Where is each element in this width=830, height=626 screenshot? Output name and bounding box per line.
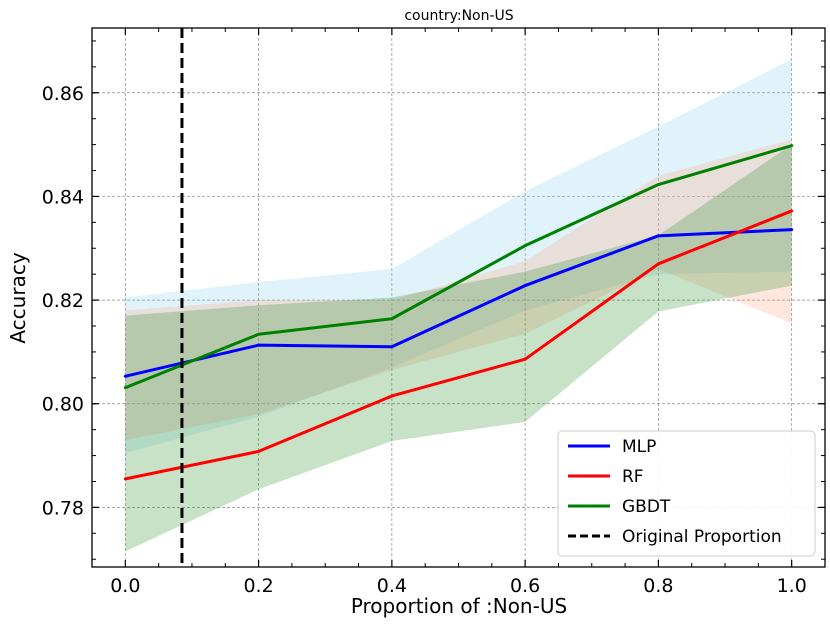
legend-label-gbdt: GBDT <box>622 497 671 517</box>
data-point-rf-1 <box>257 449 261 453</box>
x-tick-label-5: 1.0 <box>777 575 807 597</box>
x-axis-label: Proportion of :Non-US <box>351 594 567 618</box>
series-line-mlp <box>124 228 792 378</box>
y-axis-label: Accuracy <box>6 252 30 343</box>
data-point-gbdt-2 <box>390 317 394 321</box>
data-point-gbdt-0 <box>123 386 127 390</box>
data-point-mlp-1 <box>257 343 261 347</box>
x-tick-label-1: 0.2 <box>243 575 273 597</box>
legend-label-mlp: MLP <box>622 437 656 457</box>
y-tick-label-1: 0.80 <box>42 394 84 416</box>
series-line-rf <box>125 209 793 481</box>
series-line-gbdt <box>124 144 793 390</box>
data-point-rf-4 <box>656 262 660 266</box>
data-point-mlp-4 <box>656 234 660 238</box>
y-tick-label-4: 0.86 <box>42 83 84 105</box>
x-tick-label-2: 0.4 <box>377 575 407 597</box>
confidence-bands <box>125 59 792 552</box>
band-rf <box>125 139 792 441</box>
legend-label-rf: RF <box>622 467 644 487</box>
data-point-rf-5 <box>790 209 794 213</box>
y-tick-label-2: 0.82 <box>42 290 84 312</box>
data-point-mlp-2 <box>390 345 394 349</box>
data-point-mlp-3 <box>523 284 527 288</box>
data-point-rf-3 <box>523 357 527 361</box>
data-point-mlp-0 <box>123 374 127 378</box>
data-point-rf-0 <box>123 477 127 481</box>
legend: MLP RF GBDT Original Proportion <box>557 430 816 557</box>
x-tick-label-3: 0.6 <box>510 575 540 597</box>
data-point-gbdt-5 <box>790 144 794 148</box>
x-tick-label-4: 0.8 <box>643 575 673 597</box>
series-lines <box>123 144 794 481</box>
axis-ticks: 0.0 0.2 0.4 0.6 0.8 1.0 0.78 0.80 0.82 0.84 0.86 <box>42 28 825 597</box>
data-point-mlp-5 <box>790 228 794 232</box>
data-point-gbdt-3 <box>523 244 527 248</box>
data-point-gbdt-4 <box>656 183 660 187</box>
y-tick-label-3: 0.84 <box>42 186 84 208</box>
chart-title: country:Non-US <box>404 8 513 24</box>
band-gbdt <box>125 144 792 552</box>
legend-box <box>557 430 816 557</box>
legend-label-original-proportion: Original Proportion <box>622 527 782 547</box>
x-tick-label-0: 0.0 <box>110 575 140 597</box>
band-mlp <box>125 59 792 453</box>
y-tick-label-0: 0.78 <box>42 497 84 519</box>
data-point-gbdt-1 <box>257 332 261 336</box>
data-point-rf-2 <box>390 394 394 398</box>
